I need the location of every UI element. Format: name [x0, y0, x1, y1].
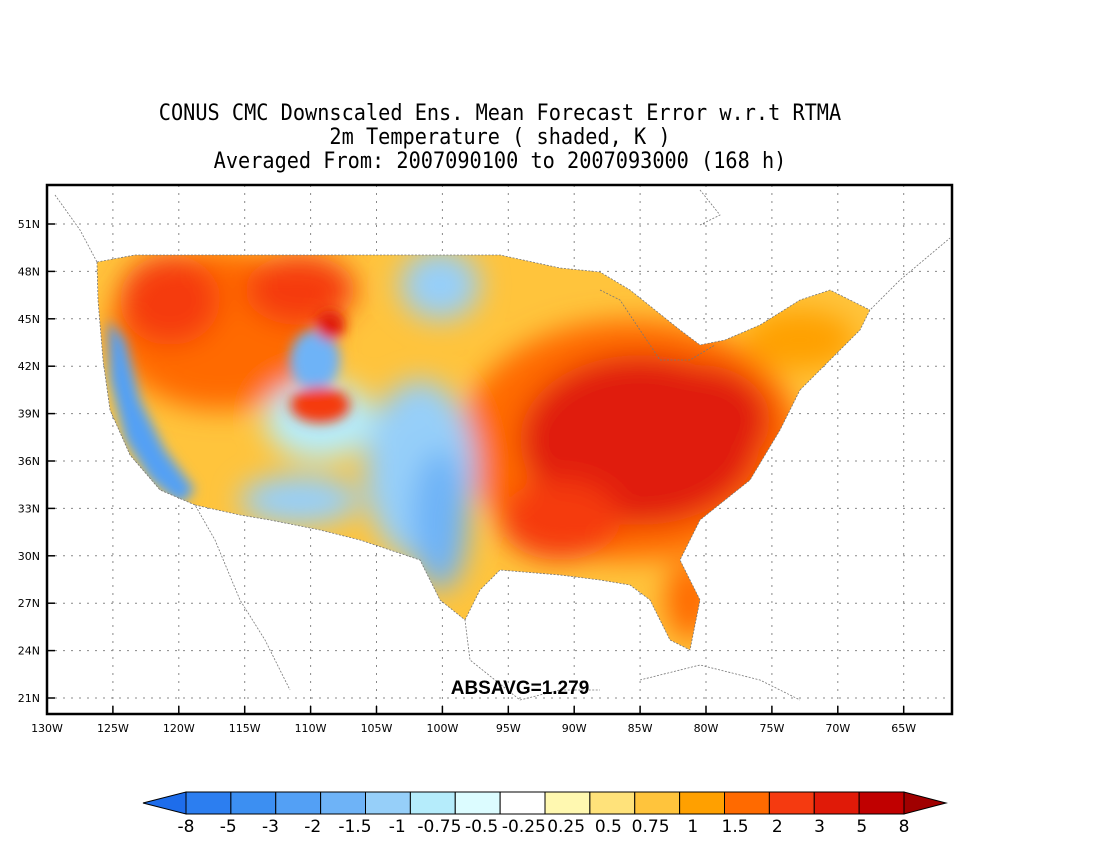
lat-tick-label: 27N [18, 597, 40, 610]
colorbar-label: 5 [856, 817, 867, 837]
colorbar-label: -1 [389, 817, 406, 837]
colorbar-segment [724, 791, 770, 815]
west-coast-outline [96, 261, 291, 691]
lat-tick-label: 39N [18, 408, 40, 421]
colorbar-label: -0.25 [502, 817, 546, 837]
colorbar-label: -2 [304, 817, 321, 837]
colorbar-segment [634, 791, 681, 815]
lon-tick-label: 75W [759, 722, 784, 735]
colorbar-label: -1.5 [338, 817, 371, 837]
colorbar-label: 0.75 [632, 817, 670, 837]
field-blob-montana-hot [315, 310, 345, 340]
lon-tick-label: 70W [825, 722, 850, 735]
colorbar-segment [768, 791, 815, 815]
colorbar-segment [454, 791, 501, 815]
title-line-1: CONUS CMC Downscaled Ens. Mean Forecast … [158, 101, 842, 126]
colorbar-segment [230, 791, 277, 815]
lon-tick-label: 80W [694, 722, 719, 735]
longitude-labels: 130W 125W 120W 115W 110W 105W 100W 95W 90W 85W 80W… [31, 706, 916, 735]
colorbar-lower-arrow [142, 791, 187, 815]
colorbar-label: 2 [772, 817, 783, 837]
lat-tick-label: 30N [18, 550, 40, 563]
lon-tick-label: 120W [163, 722, 195, 735]
lon-tick-label: 90W [562, 722, 587, 735]
colorbar-segment [365, 791, 411, 815]
lat-tick-label: 33N [18, 502, 40, 515]
lat-tick-label: 21N [18, 692, 40, 705]
title-line-2: 2m Temperature ( shaded, K ) [329, 125, 671, 150]
title-line-3: Averaged From: 2007090100 to 2007093000 … [213, 149, 787, 174]
field-blob-southwest-cool [240, 475, 360, 525]
colorbar-segment [320, 791, 366, 815]
gulf-coast-outline [464, 389, 801, 651]
map-frame [45, 183, 954, 716]
colorbar-label: 3 [814, 817, 825, 837]
lat-tick-label: 45N [18, 313, 40, 326]
field-coastal-cool-band [108, 320, 195, 505]
canada-border-outline [96, 254, 871, 346]
lon-tick-label: 100W [426, 722, 458, 735]
lat-tick-label: 51N [18, 218, 40, 231]
field-blob-northwest-hot [120, 255, 220, 345]
field-blob-north-plains-cool [400, 255, 480, 320]
colorbar-label: -0.75 [417, 817, 461, 837]
field-blob-gulf-warm [500, 480, 620, 560]
colorbar-label: 1.5 [722, 817, 749, 837]
lat-tick-label: 48N [18, 265, 40, 278]
lon-tick-label: 85W [628, 722, 653, 735]
colorbar-label: 0.5 [595, 817, 622, 837]
lat-tick-label: 24N [18, 645, 40, 658]
colorbar-label: 1 [687, 817, 698, 837]
colorbar-segment [813, 791, 860, 815]
colorbar-label: -3 [262, 817, 279, 837]
mexico-border-outline [194, 504, 600, 701]
colorbar-labels: -8 -5 -3 -2 -1.5 -1 -0.75 -0.5 -0.25 0.25 0.5 0.75 1… [178, 817, 910, 837]
lon-tick-label: 125W [97, 722, 129, 735]
colorbar-label: -5 [220, 817, 237, 837]
field-blob-colorado-hot [290, 387, 350, 423]
colorbar-upper-arrow [903, 791, 948, 815]
colorbar-label: 0.25 [547, 817, 585, 837]
lon-tick-label: 65W [891, 722, 916, 735]
caribbean-outline [639, 664, 801, 701]
colorbar [142, 791, 948, 815]
lat-tick-label: 36N [18, 455, 40, 468]
coastlines [54, 189, 951, 701]
lon-tick-label: 130W [31, 722, 63, 735]
lat-tick-label: 42N [18, 360, 40, 373]
chart-title: CONUS CMC Downscaled Ens. Mean Forecast … [40, 102, 960, 174]
lon-tick-label: 110W [295, 722, 327, 735]
colorbar-segment [589, 791, 636, 815]
colorbar-segment [185, 791, 232, 815]
field-blob-utah-cool [290, 330, 340, 390]
colorbar-segment [858, 791, 905, 815]
field-blob-texas-cool [412, 450, 468, 590]
field-blob-ohio-valley-hot [630, 365, 770, 475]
colorbar-segment [544, 791, 591, 815]
canada-coast-outline [54, 194, 98, 263]
field-blob-northeast-warm [745, 310, 855, 370]
hudson-bay-outline [699, 189, 721, 226]
colorbar-segment [275, 791, 322, 815]
colorbar-label: -8 [178, 817, 195, 837]
great-lakes-outline [599, 289, 716, 361]
northeast-coast-outline [799, 237, 951, 391]
lon-tick-label: 95W [496, 722, 521, 735]
latitude-labels: 51N 48N 45N 42N 39N 36N 33N 30N 27N 24N 21N [18, 218, 55, 705]
absavg-annotation: ABSAVG=1.279 [451, 678, 590, 699]
lon-tick-label: 105W [361, 722, 393, 735]
field-blob-rockies-hot [245, 255, 355, 325]
colorbar-segment [499, 791, 546, 815]
colorbar-segment [409, 791, 456, 815]
lon-tick-label: 115W [229, 722, 261, 735]
colorbar-segment [679, 791, 725, 815]
colorbar-label: -0.5 [465, 817, 498, 837]
colorbar-label: 8 [899, 817, 910, 837]
